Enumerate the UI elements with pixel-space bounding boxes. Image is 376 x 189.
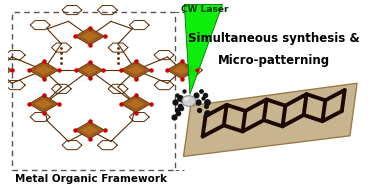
Polygon shape [184,5,223,94]
Polygon shape [35,65,53,75]
Polygon shape [167,61,197,79]
Ellipse shape [184,97,189,101]
Polygon shape [121,95,150,112]
Polygon shape [183,83,357,156]
Ellipse shape [182,96,196,107]
Polygon shape [29,61,59,79]
Polygon shape [75,122,105,139]
Polygon shape [173,65,191,75]
Polygon shape [0,65,6,75]
Polygon shape [82,66,98,74]
Polygon shape [35,99,53,109]
Polygon shape [0,61,12,79]
Polygon shape [29,95,59,112]
FancyBboxPatch shape [12,12,175,170]
Polygon shape [76,62,103,78]
Polygon shape [127,99,145,109]
Polygon shape [81,32,99,41]
Polygon shape [127,65,145,75]
Text: Simultaneous synthesis &: Simultaneous synthesis & [188,32,359,45]
Polygon shape [121,61,150,79]
Polygon shape [81,125,99,135]
Polygon shape [75,28,105,45]
Text: CW Laser: CW Laser [181,5,229,14]
Text: Micro-patterning: Micro-patterning [218,54,330,67]
Text: Metal Organic Framework: Metal Organic Framework [15,174,167,184]
